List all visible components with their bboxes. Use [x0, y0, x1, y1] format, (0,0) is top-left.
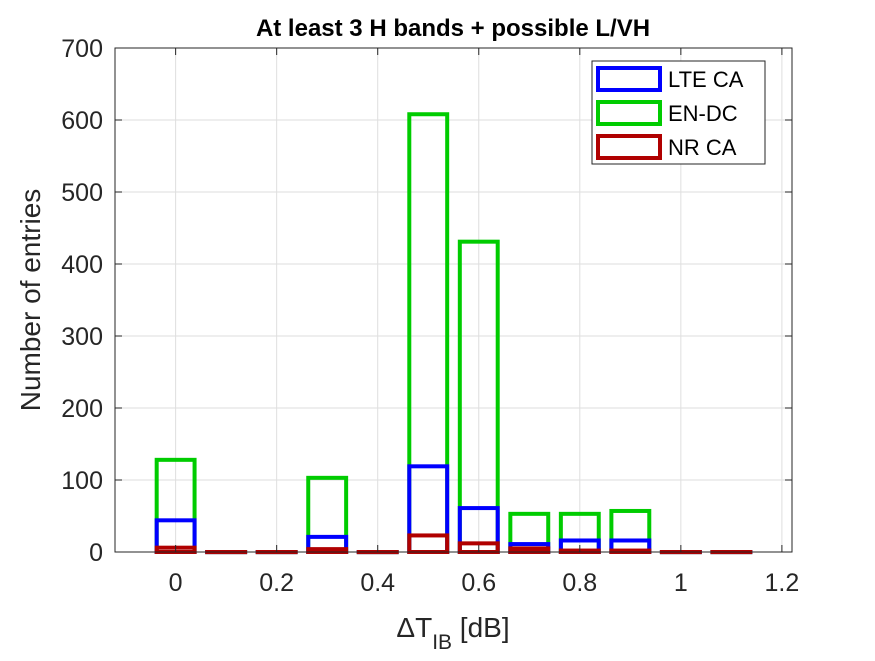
x-axis-label-main: ΔT [396, 612, 432, 643]
x-tick-label: 0 [169, 569, 183, 597]
y-axis-label: Number of entries [15, 189, 46, 412]
y-tick-label: 600 [61, 107, 103, 135]
chart-title: At least 3 H bands + possible L/VH [256, 15, 650, 42]
x-axis-label: ΔTIB [dB] [396, 612, 509, 654]
x-tick-label: 0.6 [461, 569, 496, 597]
bar-nr-ca [510, 548, 548, 552]
legend-label-lte-ca: LTE CA [668, 67, 744, 92]
x-tick-label: 1.2 [765, 569, 800, 597]
x-tick-label: 0.2 [259, 569, 294, 597]
y-tick-label: 100 [61, 467, 103, 495]
legend-label-nr-ca: NR CA [668, 135, 737, 160]
y-tick-label: 300 [61, 323, 103, 351]
legend-label-en-dc: EN-DC [668, 101, 738, 126]
legend: LTE CA EN-DC NR CA [592, 61, 765, 164]
x-axis-label-sub: IB [432, 631, 452, 654]
x-axis-label-unit: [dB] [452, 612, 510, 643]
y-tick-label: 0 [89, 539, 103, 567]
y-tick-label: 200 [61, 395, 103, 423]
x-tick-label: 1 [674, 569, 688, 597]
y-tick-label: 700 [61, 35, 103, 63]
y-tick-label: 500 [61, 179, 103, 207]
x-tick-label: 0.4 [360, 569, 395, 597]
x-tick-label: 0.8 [562, 569, 597, 597]
y-tick-label: 400 [61, 251, 103, 279]
